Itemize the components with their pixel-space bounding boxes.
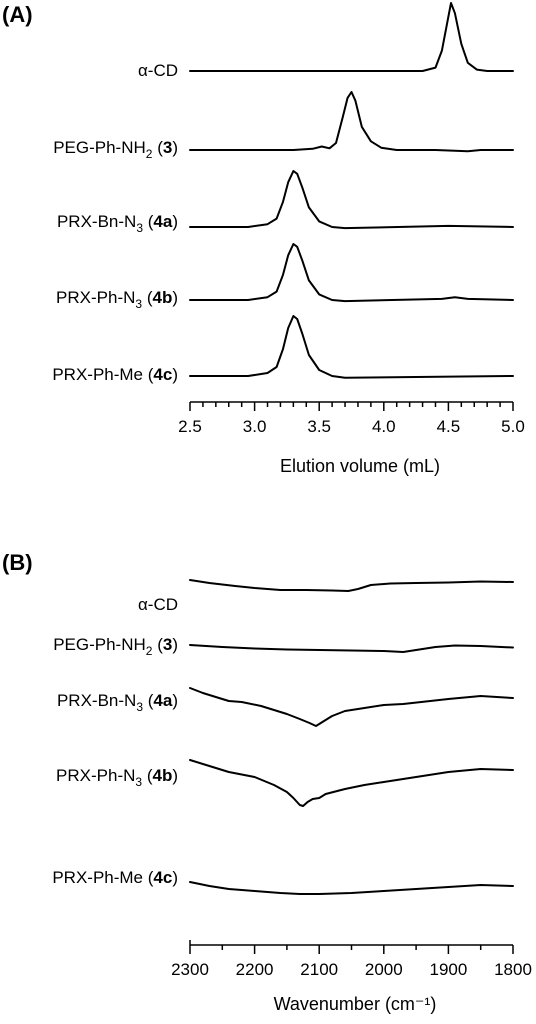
series-label-b-4: PRX-Ph-Me (4c) xyxy=(52,868,178,887)
panel-a-series-labels: α-CD PEG-Ph-NH2 (3) PRX-Bn-N3 (4a) PRX-Ph-N… xyxy=(52,61,178,384)
series-label-a-3: PRX-Ph-N3 (4b) xyxy=(56,288,178,311)
x-tick-label-b-5: 1800 xyxy=(494,960,532,979)
series-label-b-1: PEG-Ph-NH2 (3) xyxy=(53,635,178,658)
series-label-a-2: PRX-Bn-N3 (4a) xyxy=(57,212,178,235)
x-tick-label-a-2: 3.5 xyxy=(307,417,331,436)
series-line-a-1 xyxy=(189,91,514,153)
panel-b-curves xyxy=(189,579,514,895)
series-line-a-0 xyxy=(189,2,514,72)
panel-b: (B) α-CD PEG-Ph-NH2 (3) PRX-Bn-N3 (4a) PRX-… xyxy=(2,550,532,1014)
panel-b-label: (B) xyxy=(2,550,33,575)
series-line-a-2 xyxy=(189,170,514,230)
panel-a-label: (A) xyxy=(2,2,33,27)
x-tick-label-b-1: 2200 xyxy=(236,960,274,979)
x-tick-label-b-0: 2300 xyxy=(171,960,209,979)
panel-a-x-axis-label: Elution volume (mL) xyxy=(280,456,440,476)
series-line-b-4 xyxy=(189,881,514,895)
panel-b-ticks: 2300 2200 2100 2000 1900 1800 xyxy=(171,945,532,979)
panel-a: (A) α-CD PEG-Ph-NH2 (3) PRX-Bn-N3 (4a) PRX-… xyxy=(2,2,525,476)
x-tick-label-b-3: 2000 xyxy=(365,960,403,979)
series-label-a-4: PRX-Ph-Me (4c) xyxy=(52,365,178,384)
series-label-a-1: PEG-Ph-NH2 (3) xyxy=(53,138,178,161)
x-tick-label-a-4: 4.5 xyxy=(437,417,461,436)
panel-b-series-labels: α-CD PEG-Ph-NH2 (3) PRX-Bn-N3 (4a) PRX-Ph-N… xyxy=(52,595,178,887)
series-line-b-2 xyxy=(189,687,514,727)
x-tick-label-b-2: 2100 xyxy=(300,960,338,979)
x-tick-label-a-3: 4.0 xyxy=(372,417,396,436)
series-line-a-3 xyxy=(189,243,514,303)
series-line-b-1 xyxy=(189,644,514,653)
x-tick-label-a-1: 3.0 xyxy=(243,417,267,436)
panel-a-curves xyxy=(189,2,514,379)
x-tick-label-a-0: 2.5 xyxy=(178,417,202,436)
series-label-b-3: PRX-Ph-N3 (4b) xyxy=(56,766,178,789)
x-tick-label-a-5: 5.0 xyxy=(501,417,525,436)
series-line-a-4 xyxy=(189,315,514,379)
series-label-b-2: PRX-Bn-N3 (4a) xyxy=(57,691,178,714)
series-label-a-0: α-CD xyxy=(138,61,178,80)
series-label-b-0: α-CD xyxy=(138,595,178,614)
x-tick-label-b-4: 1900 xyxy=(429,960,467,979)
series-line-b-0 xyxy=(189,579,514,592)
series-line-b-3 xyxy=(189,759,514,807)
panel-b-x-axis-label: Wavenumber (cm⁻¹) xyxy=(274,994,437,1014)
panel-a-ticks: 2.5 3.0 3.5 4.0 4.5 5.0 xyxy=(178,402,525,436)
